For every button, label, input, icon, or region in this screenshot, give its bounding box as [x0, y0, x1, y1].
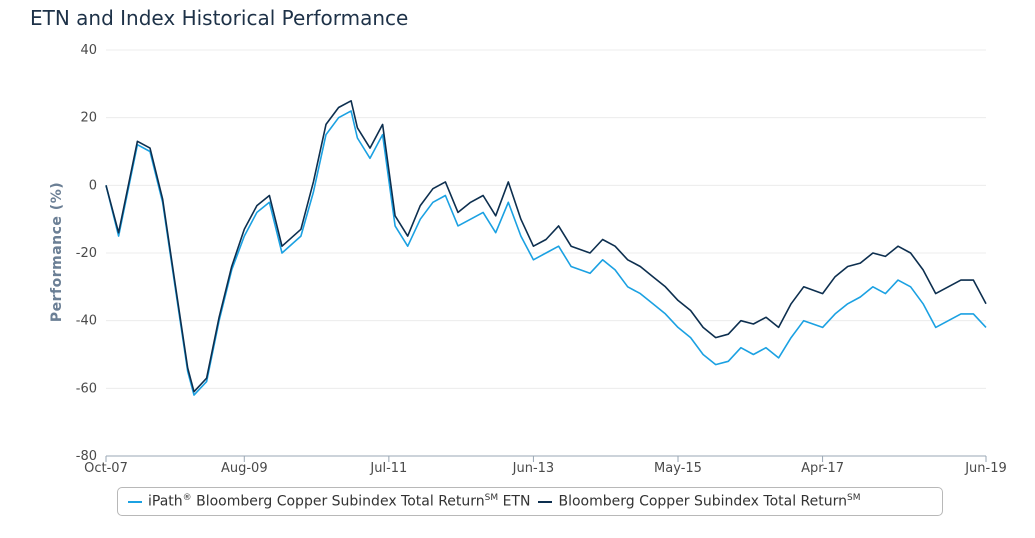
- x-tick-label: Apr-17: [801, 461, 844, 476]
- y-tick-label: -80: [76, 449, 97, 464]
- x-tick-label: Aug-09: [221, 461, 268, 476]
- x-tick-label: Oct-07: [84, 461, 128, 476]
- series-line-etn: [105, 110, 987, 396]
- legend-label-index: Bloomberg Copper Subindex Total ReturnSM: [558, 493, 861, 510]
- x-tick-label: May-15: [654, 461, 702, 476]
- y-tick-label: 40: [80, 43, 97, 58]
- legend-swatch-etn: [128, 500, 142, 503]
- y-tick-label: 20: [80, 111, 97, 126]
- x-tick-label: Jun-19: [964, 461, 1007, 476]
- y-tick-label: -40: [76, 314, 97, 329]
- series-line-index: [105, 100, 987, 393]
- x-tick-label: Jul-11: [369, 461, 407, 476]
- legend-item-etn[interactable]: iPath® Bloomberg Copper Subindex Total R…: [128, 493, 530, 510]
- y-tick-label: 0: [89, 178, 97, 193]
- series-group: [105, 100, 987, 396]
- y-tick-label: -20: [76, 246, 97, 261]
- x-tick-label: Jun-13: [512, 461, 555, 476]
- legend-label-etn: iPath® Bloomberg Copper Subindex Total R…: [148, 493, 531, 510]
- legend-item-index[interactable]: Bloomberg Copper Subindex Total ReturnSM: [538, 493, 861, 510]
- legend: iPath® Bloomberg Copper Subindex Total R…: [117, 487, 943, 516]
- legend-swatch-index: [538, 500, 553, 503]
- chart-title: ETN and Index Historical Performance: [30, 6, 409, 30]
- y-axis-label: Performance (%): [49, 182, 65, 322]
- y-tick-label: -60: [76, 381, 97, 396]
